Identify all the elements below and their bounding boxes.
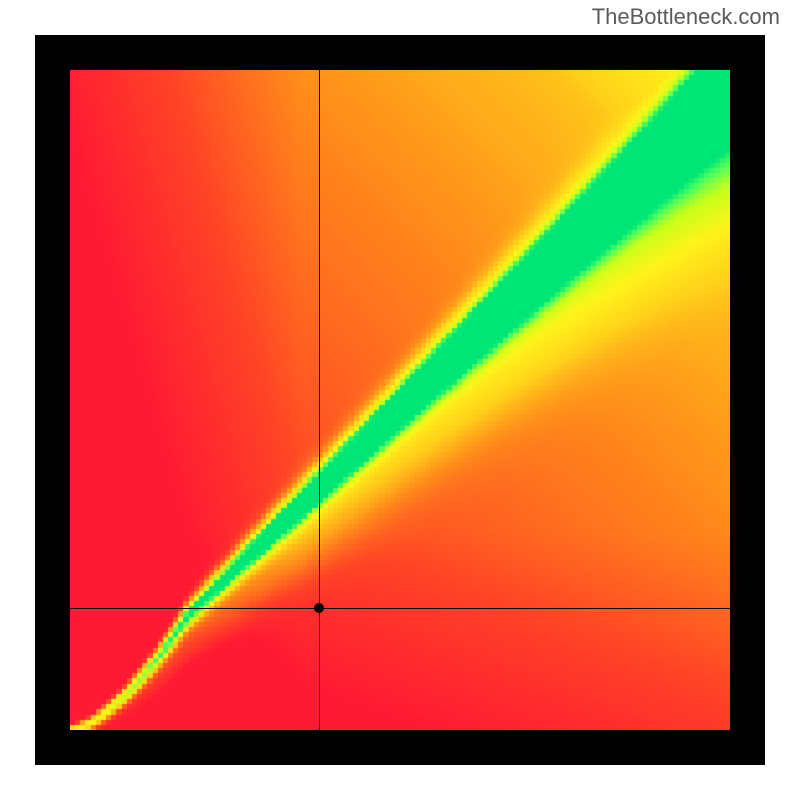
watermark-text: TheBottleneck.com [592, 4, 780, 30]
crosshair-dot [314, 603, 324, 613]
root-container: TheBottleneck.com [0, 0, 800, 800]
crosshair-vertical [319, 70, 320, 730]
heatmap-canvas [70, 70, 730, 730]
crosshair-horizontal [70, 608, 730, 609]
outer-black-frame [35, 35, 765, 765]
